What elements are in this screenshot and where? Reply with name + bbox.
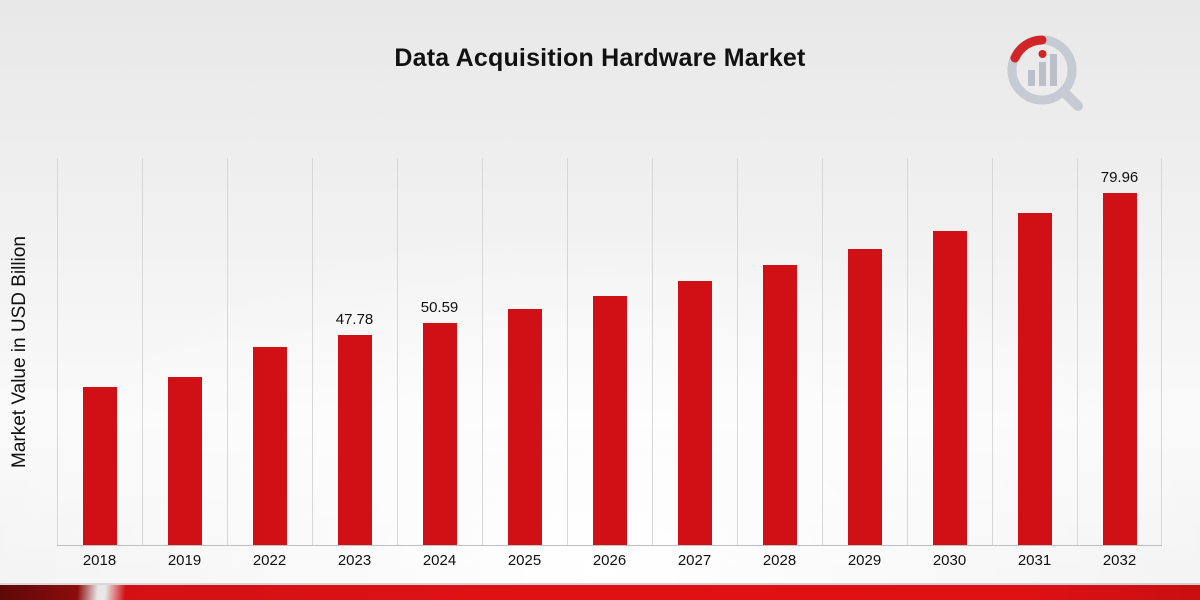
x-tick-2030: 2030 bbox=[932, 552, 967, 569]
x-axis: 2018 2019 2022 2023 2024 2025 2026 2027 2028 2029… bbox=[57, 552, 1162, 574]
gridline bbox=[482, 158, 483, 545]
bar-value-label-2024: 50.59 bbox=[420, 298, 459, 316]
bar-2031 bbox=[1017, 212, 1052, 545]
gridline bbox=[567, 158, 568, 545]
bar-2019 bbox=[167, 377, 202, 545]
x-tick-2022: 2022 bbox=[252, 552, 287, 569]
gridline bbox=[312, 158, 313, 545]
gridline bbox=[1077, 158, 1078, 545]
gridline bbox=[907, 158, 908, 545]
x-tick-2029: 2029 bbox=[847, 552, 882, 569]
gridline bbox=[57, 158, 58, 545]
x-tick-2019: 2019 bbox=[167, 552, 202, 569]
gridline bbox=[1161, 158, 1162, 545]
bar-value-label-2032: 79.96 bbox=[1100, 169, 1139, 187]
bar-2032 bbox=[1102, 193, 1137, 545]
x-tick-2027: 2027 bbox=[677, 552, 712, 569]
x-tick-2032: 2032 bbox=[1102, 552, 1137, 569]
footer-ribbon-shadow bbox=[0, 583, 1200, 585]
x-tick-2023: 2023 bbox=[337, 552, 372, 569]
gridline bbox=[736, 158, 738, 545]
bar-2026 bbox=[592, 295, 627, 545]
brand-logo-icon bbox=[1007, 35, 1083, 111]
bar-value-label-2023: 47.78 bbox=[335, 310, 374, 328]
bar-2018 bbox=[82, 387, 117, 545]
x-tick-2025: 2025 bbox=[507, 552, 542, 569]
bar-2025 bbox=[507, 309, 542, 545]
gridline bbox=[821, 158, 823, 545]
plot-area: 47.78 50.59 79.96 bbox=[57, 158, 1162, 546]
y-axis-label: Market Value in USD Billion bbox=[9, 236, 30, 468]
gridline bbox=[396, 158, 398, 545]
x-tick-2018: 2018 bbox=[82, 552, 117, 569]
bar-2022 bbox=[252, 347, 287, 545]
gridline bbox=[651, 158, 653, 545]
chart-title: Data Acquisition Hardware Market bbox=[394, 44, 806, 72]
bar-2027 bbox=[677, 280, 712, 545]
bar-2028 bbox=[762, 265, 797, 545]
x-tick-2028: 2028 bbox=[762, 552, 797, 569]
x-tick-2031: 2031 bbox=[1017, 552, 1052, 569]
gridline bbox=[992, 158, 993, 545]
x-tick-2024: 2024 bbox=[422, 552, 457, 569]
bar-2024 bbox=[422, 322, 457, 545]
bar-2029 bbox=[847, 248, 882, 545]
bar-2023 bbox=[337, 334, 372, 545]
x-tick-2026: 2026 bbox=[592, 552, 627, 569]
bar-2030 bbox=[932, 231, 967, 545]
gridline bbox=[226, 158, 228, 545]
gridline bbox=[141, 158, 143, 545]
footer-ribbon bbox=[0, 585, 1200, 600]
